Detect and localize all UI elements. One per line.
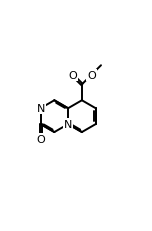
Text: N: N: [36, 104, 45, 114]
Text: O: O: [87, 70, 96, 80]
Text: O: O: [68, 70, 77, 80]
Text: N: N: [64, 120, 72, 130]
Text: O: O: [36, 134, 45, 144]
